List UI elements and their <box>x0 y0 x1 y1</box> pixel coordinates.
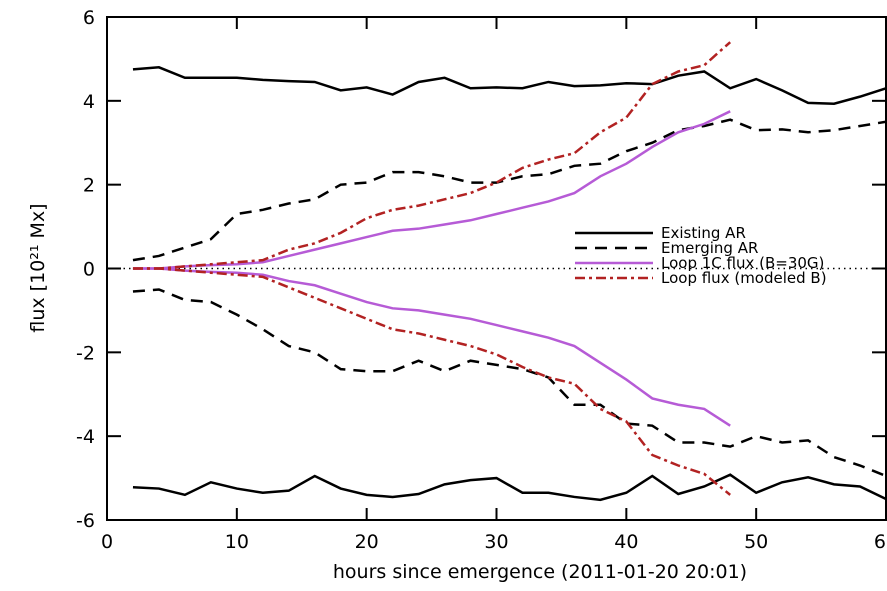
series-line <box>132 41 732 270</box>
legend-label: Existing AR <box>661 224 746 242</box>
legend-label: Loop 1C flux (B=30G) <box>661 254 824 272</box>
y-tick-label: -4 <box>76 426 95 448</box>
y-tick-label: 0 <box>83 259 95 281</box>
y-tick-label: -2 <box>76 342 95 364</box>
legend-label: Emerging AR <box>661 239 758 257</box>
y-tick-label: 2 <box>83 175 95 197</box>
series-line <box>132 110 731 270</box>
series-line <box>132 267 731 427</box>
y-tick-label: -6 <box>76 510 95 532</box>
series-line <box>132 66 887 106</box>
legend-label: Loop flux (modeled B) <box>661 269 827 287</box>
series-line <box>132 118 887 262</box>
x-axis-label: hours since emergence (2011-01-20 20:01) <box>333 561 747 583</box>
series-line <box>132 267 731 496</box>
y-tick-label: 6 <box>83 7 95 29</box>
x-tick-label: 40 <box>614 531 638 553</box>
x-tick-label: 60 <box>874 531 887 553</box>
series-line <box>132 473 887 502</box>
series-line <box>132 288 887 478</box>
y-axis-label: flux [10²¹ Mx] <box>27 203 49 332</box>
x-tick-label: 30 <box>484 531 508 553</box>
x-tick-label: 0 <box>101 531 113 553</box>
x-tick-label: 50 <box>744 531 768 553</box>
y-tick-label: 4 <box>83 91 95 113</box>
x-tick-label: 10 <box>225 531 249 553</box>
x-tick-label: 20 <box>355 531 379 553</box>
